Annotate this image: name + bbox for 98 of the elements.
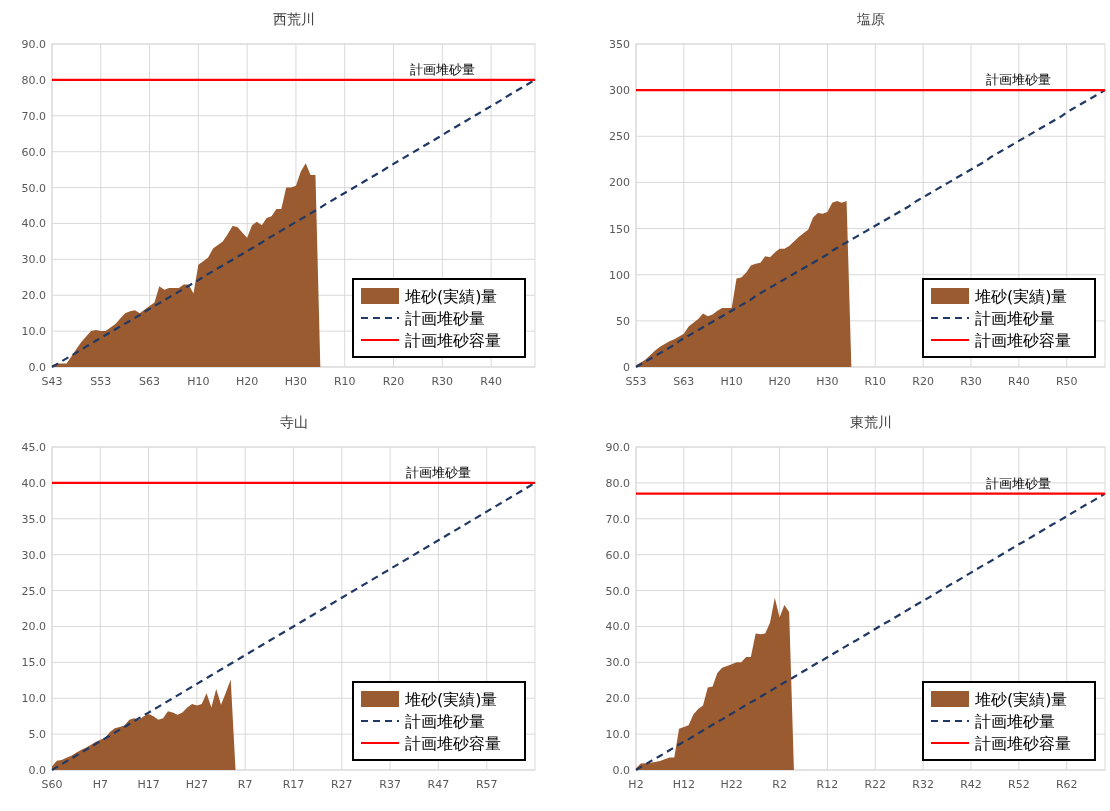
x-tick-label: H22: [720, 778, 743, 791]
x-tick-label: R40: [480, 375, 502, 388]
x-tick-label: R52: [1008, 778, 1030, 791]
y-tick-label: 90.0: [605, 441, 630, 454]
legend-label: 計画堆砂容量: [975, 734, 1071, 753]
x-tick-label: R20: [382, 375, 405, 388]
legend-label: 計画堆砂容量: [405, 734, 501, 753]
x-tick-label: R62: [1055, 778, 1078, 791]
x-tick-label: R12: [816, 778, 839, 791]
x-tick-label: H30: [284, 375, 308, 388]
x-tick-label: R30: [960, 375, 982, 388]
y-tick-label: 40.0: [605, 620, 630, 634]
x-tick-label: R32: [912, 778, 934, 791]
y-tick-label: 0.0: [28, 764, 46, 777]
chart-title: 塩原: [855, 11, 885, 27]
y-tick-label: 30.0: [21, 253, 46, 267]
x-tick-label: R10: [333, 375, 356, 388]
y-tick-label: 10.0: [605, 728, 630, 742]
y-tick-label: 15.0: [21, 656, 46, 670]
legend-label: 堆砂(実績)量: [404, 287, 498, 306]
legend-label: 計画堆砂量: [975, 712, 1055, 731]
y-tick-label: 70.0: [605, 512, 630, 526]
x-tick-label: S43: [41, 375, 63, 388]
x-tick-label: S63: [139, 375, 161, 388]
y-tick-label: 40.0: [21, 476, 46, 490]
x-tick-label: R30: [431, 375, 454, 388]
y-tick-label: 90.0: [21, 38, 46, 51]
chart-title: 寺山: [279, 414, 308, 430]
y-tick-label: 200: [609, 176, 630, 190]
x-tick-label: R37: [379, 778, 401, 791]
x-tick-label: R40: [1008, 375, 1030, 388]
y-tick-label: 10.0: [21, 325, 46, 339]
y-tick-label: 300: [609, 84, 630, 98]
x-tick-label: R20: [912, 375, 934, 388]
y-tick-label: 100: [609, 268, 630, 282]
y-tick-label: 350: [609, 38, 630, 51]
y-tick-label: 30.0: [605, 656, 630, 670]
x-tick-label: R17: [282, 778, 305, 791]
y-tick-label: 250: [609, 130, 630, 144]
y-tick-label: 20.0: [21, 289, 46, 303]
x-tick-label: H30: [816, 375, 839, 388]
x-tick-label: S60: [41, 778, 63, 791]
y-tick-label: 80.0: [21, 73, 46, 87]
y-tick-label: 0.0: [28, 361, 46, 374]
x-tick-label: R2: [772, 778, 787, 791]
annotation: 計画堆砂量: [986, 475, 1052, 491]
legend-label: 計画堆砂量: [405, 309, 485, 328]
y-tick-label: 0: [623, 361, 630, 374]
x-tick-label: H2: [628, 778, 644, 791]
y-tick-label: 80.0: [605, 476, 630, 490]
legend-label: 計画堆砂量: [405, 712, 485, 731]
y-tick-label: 10.0: [21, 692, 46, 706]
y-tick-label: 50: [616, 314, 630, 328]
y-tick-label: 35.0: [21, 512, 46, 526]
x-tick-label: R27: [330, 778, 353, 791]
legend-label: 計画堆砂容量: [975, 331, 1071, 350]
legend-label: 計画堆砂容量: [405, 331, 501, 350]
x-tick-label: H20: [768, 375, 791, 388]
y-tick-label: 30.0: [21, 548, 46, 562]
legend-label: 堆砂(実績)量: [404, 690, 498, 709]
legend-label: 計画堆砂量: [975, 309, 1055, 328]
x-tick-label: R7: [237, 778, 253, 791]
y-tick-label: 60.0: [21, 145, 46, 159]
y-tick-label: 50.0: [605, 584, 630, 598]
y-tick-label: 50.0: [21, 181, 46, 195]
y-tick-label: 60.0: [605, 548, 630, 562]
chart-title: 東荒川: [849, 414, 892, 430]
legend-label: 堆砂(実績)量: [974, 287, 1068, 306]
x-tick-label: R47: [427, 778, 450, 791]
annotation: 計画堆砂量: [405, 464, 471, 480]
x-tick-label: R57: [475, 778, 498, 791]
x-tick-label: S63: [673, 375, 695, 388]
x-tick-label: R42: [960, 778, 982, 791]
x-tick-label: R10: [864, 375, 887, 388]
x-tick-label: H12: [672, 778, 695, 791]
y-tick-label: 70.0: [21, 109, 46, 123]
x-tick-label: R50: [1055, 375, 1078, 388]
x-tick-label: R22: [864, 778, 887, 791]
y-tick-label: 25.0: [21, 584, 46, 598]
x-tick-label: H20: [236, 375, 259, 388]
y-tick-label: 20.0: [605, 692, 630, 706]
x-tick-label: H10: [720, 375, 743, 388]
x-tick-label: H10: [187, 375, 210, 388]
y-tick-label: 20.0: [21, 620, 46, 634]
x-tick-label: H27: [185, 778, 209, 791]
x-tick-label: S53: [90, 375, 112, 388]
y-tick-label: 45.0: [21, 441, 46, 454]
annotation: 計画堆砂量: [986, 72, 1052, 88]
x-tick-label: S53: [625, 375, 647, 388]
y-tick-label: 0.0: [612, 764, 630, 777]
y-tick-label: 150: [609, 222, 630, 236]
annotation: 計画堆砂量: [409, 61, 475, 77]
x-tick-label: H7: [92, 778, 108, 791]
chart-title: 西荒川: [272, 11, 315, 27]
y-tick-label: 5.0: [28, 728, 46, 742]
legend-label: 堆砂(実績)量: [974, 690, 1068, 709]
y-tick-label: 40.0: [21, 217, 46, 231]
x-tick-label: H17: [137, 778, 160, 791]
